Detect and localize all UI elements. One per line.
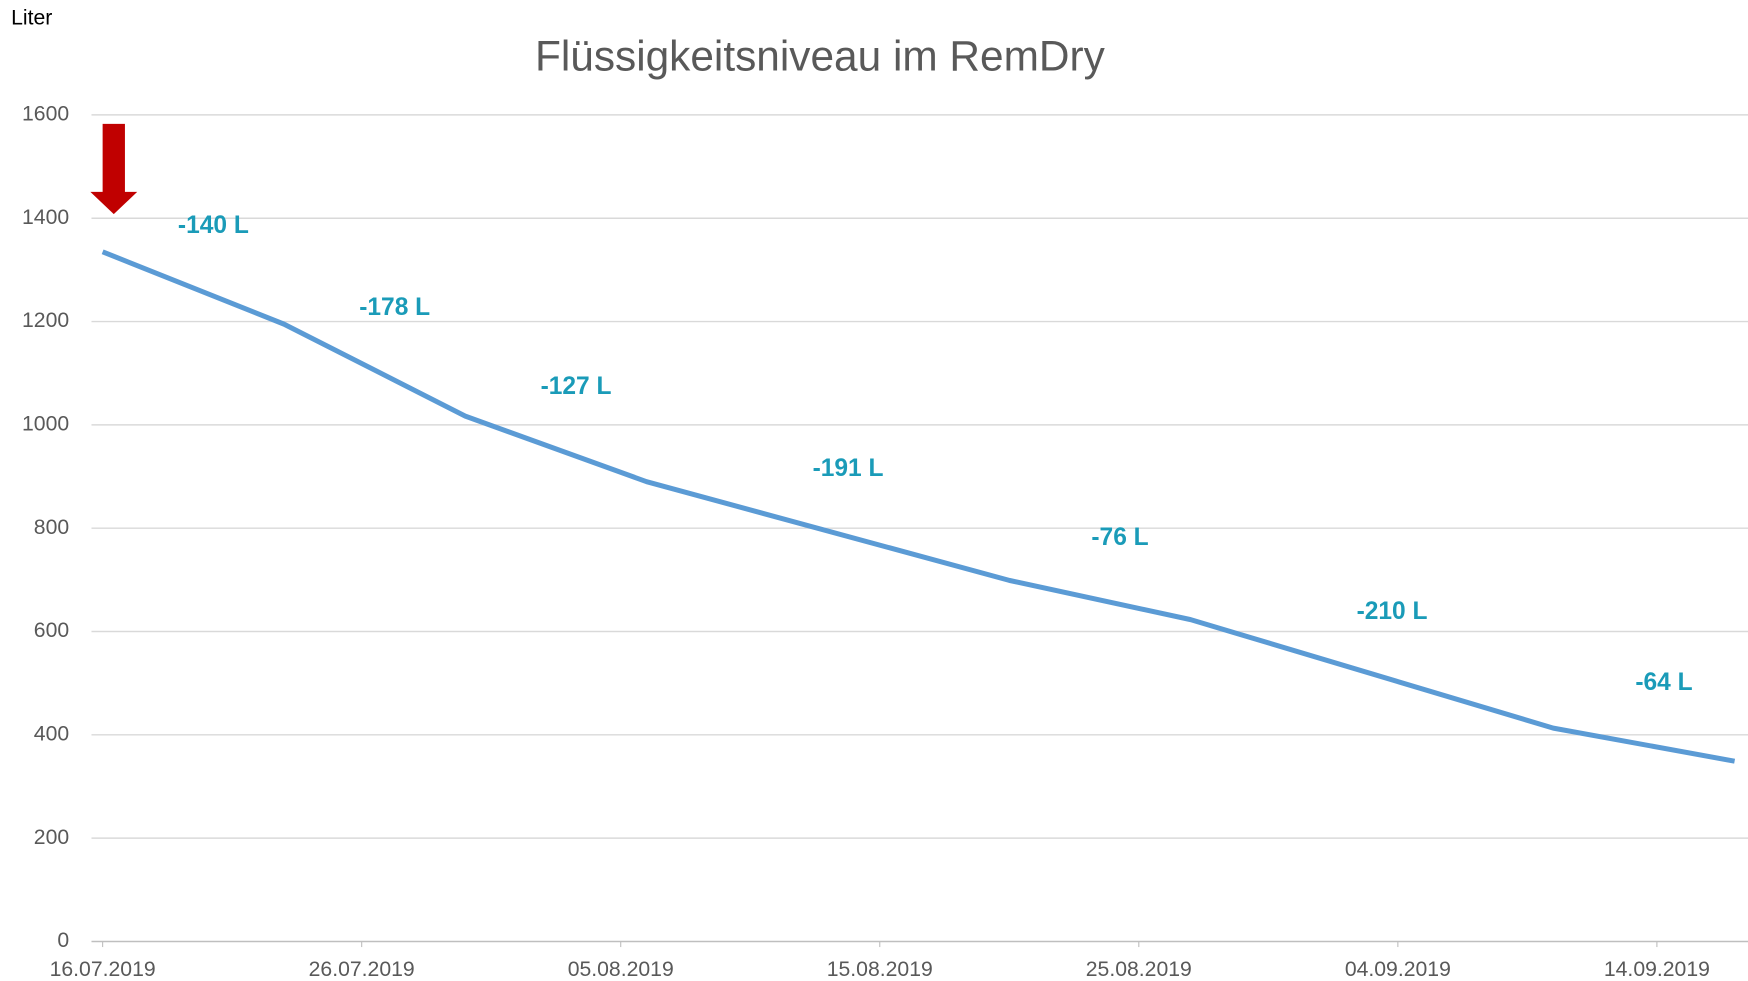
y-tick-label: 400: [34, 722, 69, 745]
y-tick-label: 1000: [22, 412, 69, 435]
chart-title: Flüssigkeitsniveau im RemDry: [535, 32, 1106, 79]
x-tick-label: 14.09.2019: [1604, 958, 1710, 981]
x-tick-label: 04.09.2019: [1345, 958, 1451, 981]
y-tick-label: 1600: [22, 102, 69, 125]
annotation: -76 L: [1091, 524, 1148, 551]
y-tick-label: 600: [34, 619, 69, 642]
y-tick-label: 1400: [22, 206, 69, 229]
annotation: -140 L: [178, 212, 249, 239]
x-tick-label: 15.08.2019: [827, 958, 933, 981]
x-tick-label: 25.08.2019: [1086, 958, 1192, 981]
y-tick-label: 1200: [22, 309, 69, 332]
plot: Liter Flüssigkeitsniveau im RemDry 0 200 4…: [11, 7, 1748, 981]
x-tick-label: 05.08.2019: [568, 958, 674, 981]
y-axis-label: Liter: [11, 7, 52, 30]
y-tick-label: 200: [34, 826, 69, 849]
x-tick-label: 26.07.2019: [309, 958, 415, 981]
x-tick-label: 16.07.2019: [50, 958, 156, 981]
annotation: -178 L: [359, 294, 430, 321]
annotation: -191 L: [813, 455, 884, 482]
y-tick-label: 800: [34, 516, 69, 539]
line: [101, 249, 1736, 764]
annotation: -127 L: [541, 373, 612, 400]
arrow: [90, 123, 138, 215]
annotation: -64 L: [1635, 669, 1692, 696]
y-tick-label: 0: [57, 929, 69, 952]
annotation: -210 L: [1357, 598, 1428, 625]
